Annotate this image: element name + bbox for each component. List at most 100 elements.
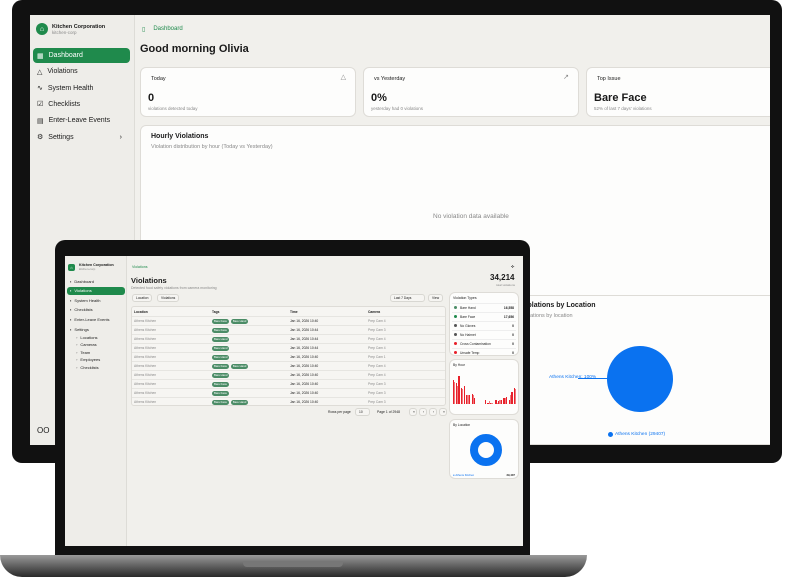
settings-icon[interactable]: ✣ — [511, 264, 515, 269]
violation-type-row[interactable]: No Gloves 0 — [452, 321, 516, 330]
bar-hour-13-b[interactable] — [488, 401, 490, 404]
gear-icon: ⚙ — [37, 134, 44, 141]
location-filter[interactable]: Location — [132, 294, 153, 302]
nav-label: System Health — [47, 84, 94, 92]
col-location[interactable]: Location — [134, 309, 148, 314]
bar-hour-22-a[interactable] — [511, 392, 513, 404]
table-row[interactable]: Athens Kitchen Bare Hand Jan 16, 2026 10:4… — [132, 343, 445, 352]
bar-hour-21-b[interactable] — [509, 395, 512, 404]
table-row[interactable]: Athens Kitchen Bare Face Jan 16, 2026 10:4… — [132, 388, 445, 397]
type-dot-icon — [454, 351, 457, 354]
bar-hour-17-a[interactable] — [498, 401, 500, 404]
bar-hour-18-a[interactable] — [500, 399, 502, 404]
sidebar-item-system-health[interactable]: ∿ System Health — [33, 81, 130, 96]
first-page-button[interactable]: « — [409, 408, 417, 416]
settings-subitem-locations[interactable]: ◦ Locations — [73, 333, 123, 341]
violation-type-row[interactable]: Cross Contamination 0 — [452, 339, 516, 348]
next-page-button[interactable]: › — [429, 408, 437, 416]
sidebar-item-checklists[interactable]: ▪ Checklists — [67, 306, 125, 314]
bar-hour-2-a[interactable] — [458, 375, 460, 404]
bar-hour-5-a[interactable] — [466, 395, 468, 404]
rows-per-page-select[interactable]: 10 — [355, 408, 370, 416]
violations-filter[interactable]: Violations — [157, 294, 180, 302]
bar-hour-13-a[interactable] — [487, 402, 489, 404]
type-name: No Gloves — [460, 324, 476, 328]
sidebar-item-settings[interactable]: ▪ Settings — [67, 325, 125, 333]
legend-item[interactable]: Athens Kitchen (29407) — [608, 432, 665, 437]
bar-hour-14-a[interactable] — [490, 403, 492, 404]
bar-hour-3-a[interactable] — [460, 387, 463, 404]
col-camera[interactable]: Camera — [368, 309, 381, 314]
bar-hour-1-b[interactable] — [456, 386, 459, 404]
sidebar-item-dashboard[interactable]: ▦ Dashboard — [33, 48, 130, 63]
sidebar-item-enter-leave-events[interactable]: ▤ Enter-Leave Events — [33, 113, 130, 128]
sidebar-item-enter-leave-events[interactable]: ▪ Enter-Leave Events — [67, 315, 125, 323]
prev-page-button[interactable]: ‹ — [419, 408, 427, 416]
bar-hour-21-a[interactable] — [508, 399, 510, 404]
bar-hour-14-b[interactable] — [491, 403, 493, 404]
sidebar-item-checklists[interactable]: ☑ Checklists — [33, 97, 130, 112]
settings-subitem-team[interactable]: ◦ Team — [73, 348, 123, 356]
table-row[interactable]: Athens Kitchen Bare Face Bare Hand Jan 16, … — [132, 397, 445, 406]
bar-hour-5-b[interactable] — [467, 395, 469, 404]
bar-hour-16-b[interactable] — [496, 402, 498, 404]
table-row[interactable]: Athens Kitchen Bare Face Jan 16, 2026 10:4… — [132, 325, 445, 334]
page-subtitle: Detected food safety violations from cam… — [131, 286, 217, 290]
date-range-select[interactable]: Last 7 Days — [390, 294, 425, 302]
settings-subitem-employees[interactable]: ◦ Employees — [73, 356, 123, 364]
violation-type-row[interactable]: Bare Face 17,656 — [452, 312, 516, 321]
sidebar-item-dashboard[interactable]: ▪ Dashboard — [67, 277, 125, 285]
bar-hour-23-a[interactable] — [513, 387, 516, 404]
bar-hour-3-b[interactable] — [462, 389, 464, 404]
bar-hour-7-a[interactable] — [471, 393, 473, 404]
donut-athens-kitchen[interactable] — [470, 434, 502, 466]
settings-subitem-cameras[interactable]: ◦ Cameras — [73, 341, 123, 349]
bar-hour-7-b[interactable] — [472, 395, 475, 404]
pie-slice-athens-kitchen[interactable] — [607, 346, 673, 412]
violation-type-row[interactable]: Unsafe Temp 0 — [452, 348, 516, 357]
legend-item[interactable]: ● Athens Kitchen — [453, 473, 475, 477]
settings-subitem-checklists[interactable]: ◦ Checklists — [73, 363, 123, 371]
user-avatar[interactable]: OO — [37, 426, 50, 435]
bar-hour-4-a[interactable] — [463, 386, 465, 404]
table-row[interactable]: Athens Kitchen Bare Face Bare Hand Jan 16, … — [132, 361, 445, 370]
bar-hour-0-b[interactable] — [454, 381, 456, 404]
card-title: By Location — [453, 423, 471, 427]
last-page-button[interactable]: » — [439, 408, 447, 416]
sidebar-item-violations[interactable]: △ Violations — [33, 64, 130, 79]
table-row[interactable]: Athens Kitchen Bare Face Jan 16, 2026 10:4… — [132, 379, 445, 388]
bar-hour-19-b[interactable] — [504, 398, 506, 404]
nav-label: Checklists — [80, 364, 99, 370]
table-row[interactable]: Athens Kitchen Bare Hand Jan 16, 2026 10:4… — [132, 370, 445, 379]
sidebar-item-violations[interactable]: ▪ Violations — [67, 286, 125, 295]
bar-hour-20-a[interactable] — [506, 396, 508, 404]
bar-hour-17-b[interactable] — [499, 399, 501, 404]
col-time[interactable]: Time — [290, 309, 298, 314]
table-row[interactable]: Athens Kitchen Bare Hand Jan 16, 2026 10:4… — [132, 334, 445, 343]
cell-time: Jan 16, 2026 10:44 — [290, 328, 319, 332]
checkbox-icon: ☑ — [37, 101, 44, 109]
sidebar-toggle-icon[interactable]: ▯ — [142, 27, 146, 33]
bar-hour-12-a[interactable] — [484, 399, 487, 404]
nav-label: Team — [80, 349, 91, 355]
bar-hour-23-b[interactable] — [515, 389, 517, 404]
breadcrumb-item[interactable]: Dashboard — [153, 26, 183, 32]
violation-type-row[interactable]: No Hairnet 0 — [452, 330, 516, 339]
view-button[interactable]: View — [428, 294, 444, 302]
bar-hour-16-a[interactable] — [495, 399, 497, 404]
bar-hour-6-a[interactable] — [468, 395, 471, 404]
col-tags[interactable]: Tags — [212, 309, 220, 314]
bar-hour-19-a[interactable] — [503, 398, 505, 404]
breadcrumb-item[interactable]: Violations — [132, 265, 148, 269]
org-switcher[interactable]: ⌂ Kitchen Corporation kitchen-corp — [36, 23, 105, 35]
table-row[interactable]: Athens Kitchen Bare Hand Jan 16, 2026 10:4… — [132, 352, 445, 361]
sidebar-item-system-health[interactable]: ▪ System Health — [67, 296, 125, 304]
violation-type-row[interactable]: Bare Hand 16,558 — [452, 303, 516, 312]
table-row[interactable]: Athens Kitchen Bare Face Bare Hand Jan 16, … — [132, 316, 445, 325]
sidebar-item-settings[interactable]: ⚙ Settings › — [33, 130, 130, 145]
bar-hour-0-a[interactable] — [453, 380, 455, 404]
bar-hour-1-a[interactable] — [455, 383, 457, 404]
bar-hour-8-a[interactable] — [474, 398, 476, 404]
org-switcher[interactable]: ⌂ Kitchen Corporation kitchen-corp — [68, 263, 114, 271]
stat-value: 0% — [371, 92, 387, 104]
